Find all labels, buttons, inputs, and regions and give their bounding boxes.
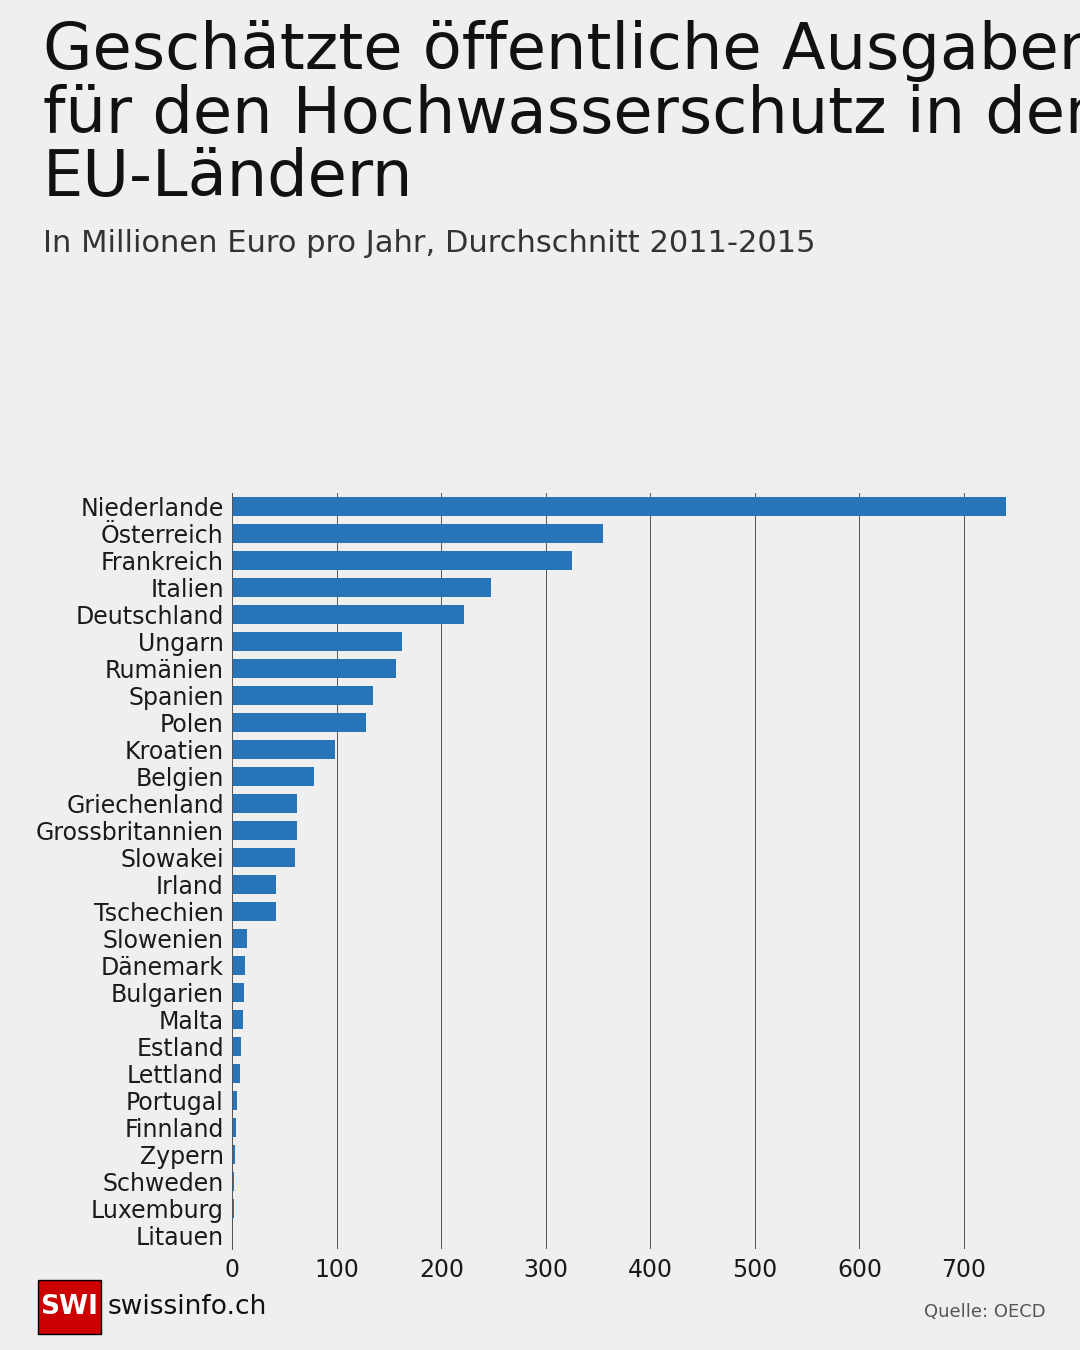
Bar (232, 767, 313, 786)
Bar (232, 1118, 237, 1137)
Bar (232, 1145, 235, 1164)
Text: SWI: SWI (40, 1293, 98, 1320)
Bar (232, 794, 297, 813)
Bar (232, 524, 604, 543)
Bar (232, 983, 244, 1002)
Text: Quelle: OECD: Quelle: OECD (923, 1303, 1045, 1322)
Bar (232, 1091, 238, 1110)
Bar (232, 632, 402, 651)
Bar (232, 713, 366, 732)
Bar (232, 740, 335, 759)
Bar (232, 929, 247, 948)
Bar (232, 848, 295, 867)
Bar (232, 551, 572, 570)
Bar (232, 686, 374, 705)
Text: EU-Ländern: EU-Ländern (43, 147, 414, 209)
Bar (232, 1037, 241, 1056)
Text: swissinfo.ch: swissinfo.ch (107, 1293, 267, 1320)
Bar (232, 605, 464, 624)
Text: für den Hochwasserschutz in den: für den Hochwasserschutz in den (43, 84, 1080, 146)
Bar (232, 821, 297, 840)
Bar (232, 578, 491, 597)
Bar (232, 1199, 233, 1218)
Bar (232, 1172, 234, 1191)
FancyBboxPatch shape (38, 1280, 102, 1334)
Bar (232, 497, 1005, 516)
Bar (232, 659, 396, 678)
Bar (232, 956, 245, 975)
Bar (232, 902, 276, 921)
Bar (232, 875, 276, 894)
Bar (232, 1010, 243, 1029)
Text: In Millionen Euro pro Jahr, Durchschnitt 2011-2015: In Millionen Euro pro Jahr, Durchschnitt… (43, 230, 815, 258)
Bar (232, 1064, 240, 1083)
Text: Geschätzte öffentliche Ausgaben: Geschätzte öffentliche Ausgaben (43, 20, 1080, 82)
